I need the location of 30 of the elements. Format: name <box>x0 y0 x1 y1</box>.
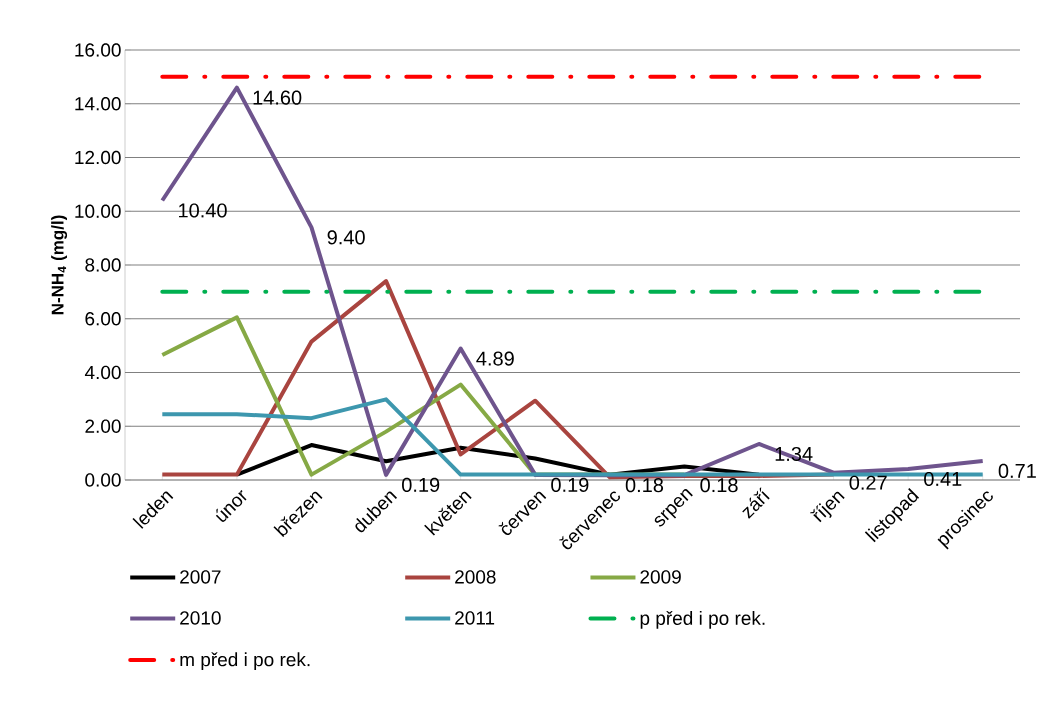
data-label: 14.60 <box>253 90 302 105</box>
y-tick-label: 8.00 <box>85 258 121 272</box>
x-tick-label: únor <box>215 490 247 522</box>
legend-label: p před i po rek. <box>640 610 765 629</box>
x-tick-label: září <box>742 487 770 519</box>
y-tick-label: 0.00 <box>85 473 121 487</box>
y-tick-label: 10.00 <box>75 204 121 218</box>
y-axis-title: N-NH$_{4}$ (mg/l) <box>51 215 68 315</box>
data-label: 0.18 <box>700 478 738 493</box>
y-tick-label: 6.00 <box>85 312 121 326</box>
legend-label: 2011 <box>455 611 495 625</box>
data-label: 0.27 <box>849 475 887 490</box>
x-tick-label: říjen <box>810 491 845 523</box>
legend-label: 2010 <box>180 611 221 625</box>
data-label: 0.19 <box>551 477 589 492</box>
y-tick-label: 2.00 <box>85 419 121 433</box>
y-tick-label: 14.00 <box>75 97 121 111</box>
data-label: 9.40 <box>327 230 365 245</box>
legend-label: 2008 <box>455 570 496 584</box>
legend-label: 2007 <box>180 570 221 584</box>
data-label: 0.41 <box>924 471 962 487</box>
data-label: 0.19 <box>402 477 440 492</box>
y-tick-label: 16.00 <box>75 43 121 57</box>
y-tick-label: 12.00 <box>75 150 121 165</box>
legend-label: 2009 <box>640 570 681 584</box>
data-label: 10.40 <box>179 203 227 218</box>
y-tick-label: 4.00 <box>84 365 121 380</box>
data-label: 0.71 <box>998 463 1036 478</box>
data-label: 4.89 <box>476 351 514 366</box>
legend-label: m před i po rek. <box>180 652 310 671</box>
